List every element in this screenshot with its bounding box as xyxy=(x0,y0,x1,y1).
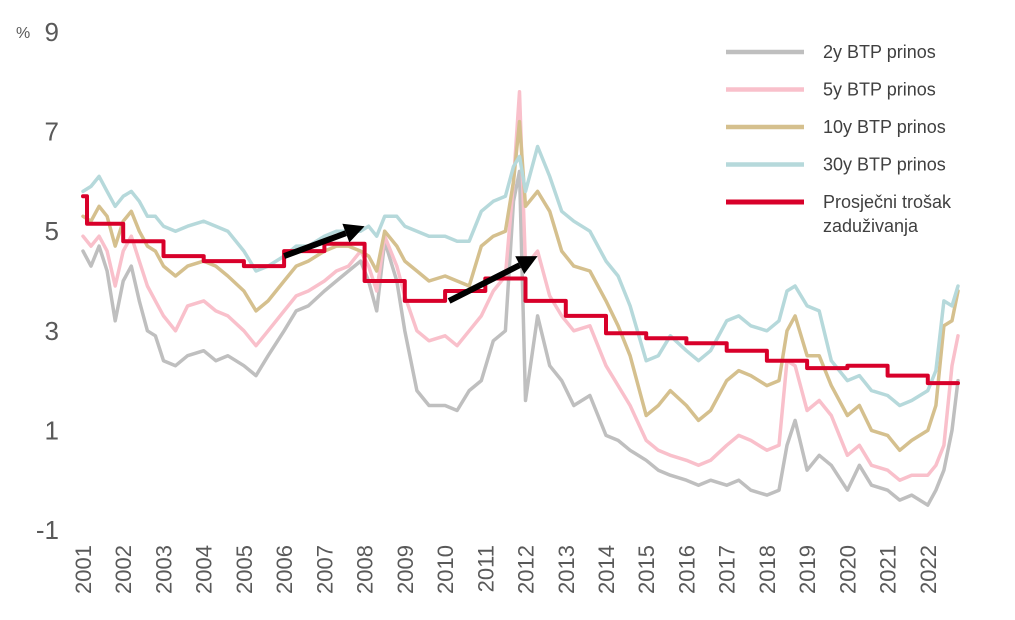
legend-label: 2y BTP prinos xyxy=(823,42,936,62)
x-tick-label: 2001 xyxy=(71,545,96,594)
x-tick-label: 2003 xyxy=(151,545,176,594)
y-tick-label: 7 xyxy=(45,117,59,147)
trend-arrow-head xyxy=(342,223,365,243)
x-tick-label: 2010 xyxy=(433,545,458,594)
y-axis: % -1 1 3 5 7 9 xyxy=(16,17,59,545)
legend-label: 10y BTP prinos xyxy=(823,117,946,137)
legend: 2y BTP prinos 5y BTP prinos 10y BTP prinos… xyxy=(726,42,952,236)
y-tick-label: 1 xyxy=(45,415,59,445)
x-tick-label: 2002 xyxy=(111,545,136,594)
x-tick-label: 2007 xyxy=(312,545,337,594)
legend-label: 5y BTP prinos xyxy=(823,80,936,100)
series-lines xyxy=(81,90,960,507)
x-tick-label: 2016 xyxy=(674,545,699,594)
x-tick-label: 2012 xyxy=(514,545,539,594)
trend-arrow-head xyxy=(515,256,538,275)
x-tick-label: 2009 xyxy=(393,545,418,594)
x-tick-label: 2020 xyxy=(835,545,860,594)
x-tick-label: 2017 xyxy=(715,545,740,594)
series-line-4 xyxy=(81,194,960,386)
y-axis-tick-labels: -1 1 3 5 7 9 xyxy=(36,17,59,545)
x-tick-label: 2011 xyxy=(473,545,498,592)
trend-arrow-shaft xyxy=(283,230,347,259)
y-tick-label: 3 xyxy=(45,316,59,346)
x-tick-label: 2018 xyxy=(755,545,780,594)
x-tick-label: 2008 xyxy=(353,545,378,594)
series-line-3 xyxy=(81,144,960,408)
x-tick-label: 2022 xyxy=(916,545,941,594)
y-tick-label: -1 xyxy=(36,515,59,545)
x-tick-label: 2021 xyxy=(876,545,901,594)
legend-label: Prosječni trošak zaduživanja xyxy=(823,192,952,236)
x-tick-label: 2006 xyxy=(272,545,297,594)
series-line-1 xyxy=(81,90,960,482)
trend-arrow-shaft xyxy=(447,262,522,304)
x-tick-label: 2015 xyxy=(634,545,659,594)
x-tick-label: 2013 xyxy=(554,545,579,594)
y-tick-label: 9 xyxy=(45,17,59,47)
series-line-0 xyxy=(81,169,960,507)
trend-arrows xyxy=(283,223,538,304)
x-tick-label: 2004 xyxy=(192,545,217,594)
y-axis-unit-label: % xyxy=(16,25,30,42)
x-tick-label: 2019 xyxy=(795,545,820,594)
x-tick-label: 2014 xyxy=(594,545,619,594)
x-tick-label: 2005 xyxy=(232,545,257,594)
series-line-2 xyxy=(81,119,960,453)
y-tick-label: 5 xyxy=(45,216,59,246)
legend-label: 30y BTP prinos xyxy=(823,155,946,175)
x-axis-tick-labels: 2001 2002 2003 2004 2005 2006 2007 2008 2009 2010… xyxy=(71,545,941,594)
